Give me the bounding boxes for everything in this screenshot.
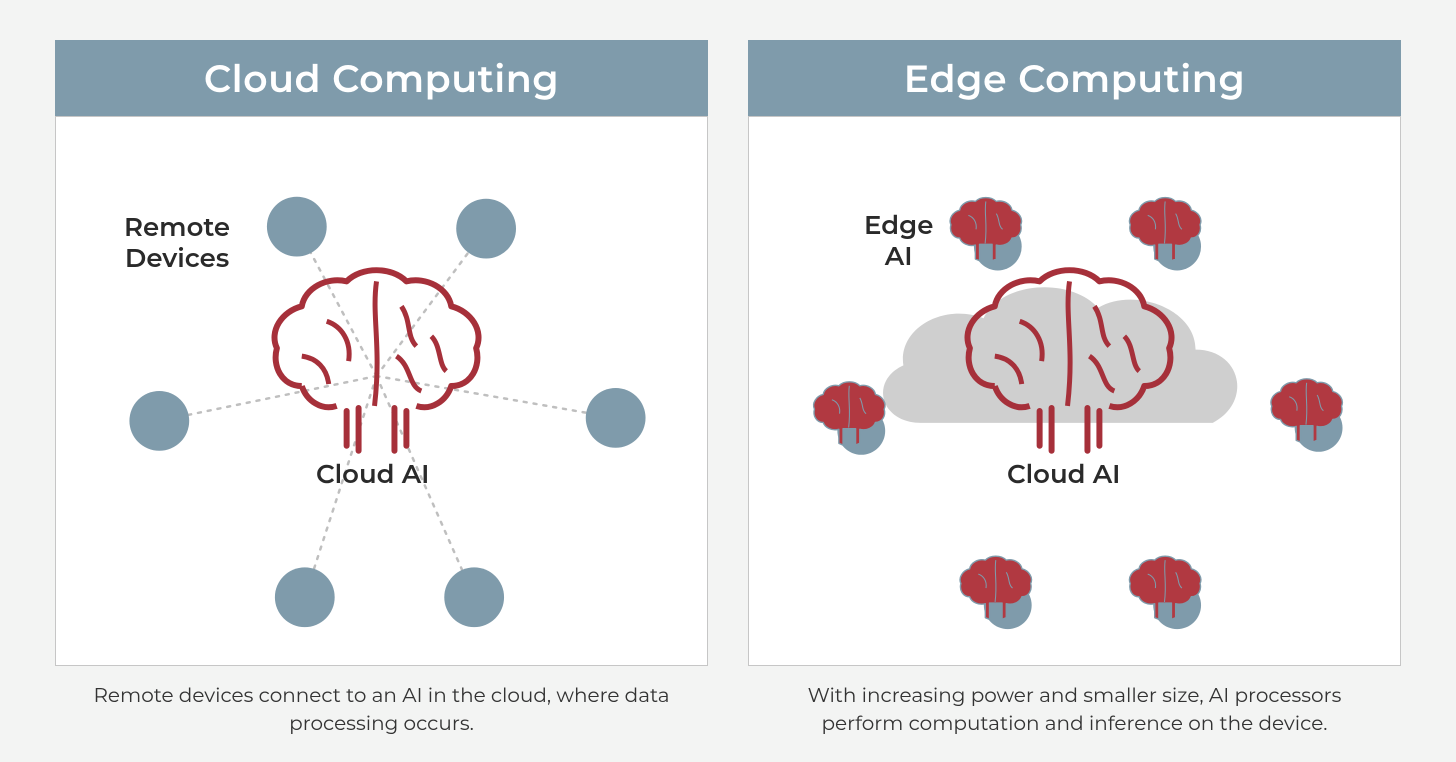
edge-panel-body: EdgeAI Cloud AI <box>748 116 1401 666</box>
remote-devices-label: RemoteDevices <box>124 212 230 274</box>
cloud-panel-title: Cloud Computing <box>204 55 559 102</box>
remote-device-node <box>275 567 335 627</box>
edge-ai-label: EdgeAI <box>864 210 933 272</box>
remote-device-node <box>444 567 504 627</box>
cloud-diagram <box>56 117 707 665</box>
remote-device-node <box>129 391 189 451</box>
cloud-ai-brain-icon <box>274 270 478 451</box>
edge-cloud-ai-label: Cloud AI <box>1007 459 1120 490</box>
edge-ai-node <box>960 556 1032 629</box>
cloud-panel-body: RemoteDevices Cloud AI <box>55 116 708 666</box>
cloud-panel-header: Cloud Computing <box>55 40 708 116</box>
edge-ai-node <box>950 198 1022 271</box>
edge-panel-title: Edge Computing <box>904 55 1245 102</box>
edge-ai-node <box>1129 198 1201 271</box>
remote-device-node <box>456 199 516 259</box>
edge-ai-node <box>1271 379 1343 452</box>
edge-panel-caption: With increasing power and smaller size, … <box>785 682 1365 738</box>
remote-device-node <box>586 388 646 448</box>
cloud-shape-icon <box>883 287 1237 423</box>
edge-ai-node <box>1129 556 1201 629</box>
edge-panel-header: Edge Computing <box>748 40 1401 116</box>
edge-ai-node <box>814 382 886 455</box>
edge-computing-panel: Edge Computing EdgeAI Cloud AI With incr… <box>748 40 1401 738</box>
cloud-ai-label: Cloud AI <box>316 459 429 490</box>
remote-device-node <box>267 197 327 257</box>
cloud-computing-panel: Cloud Computing <box>55 40 708 738</box>
cloud-panel-caption: Remote devices connect to an AI in the c… <box>92 682 672 738</box>
edge-diagram <box>749 117 1400 665</box>
